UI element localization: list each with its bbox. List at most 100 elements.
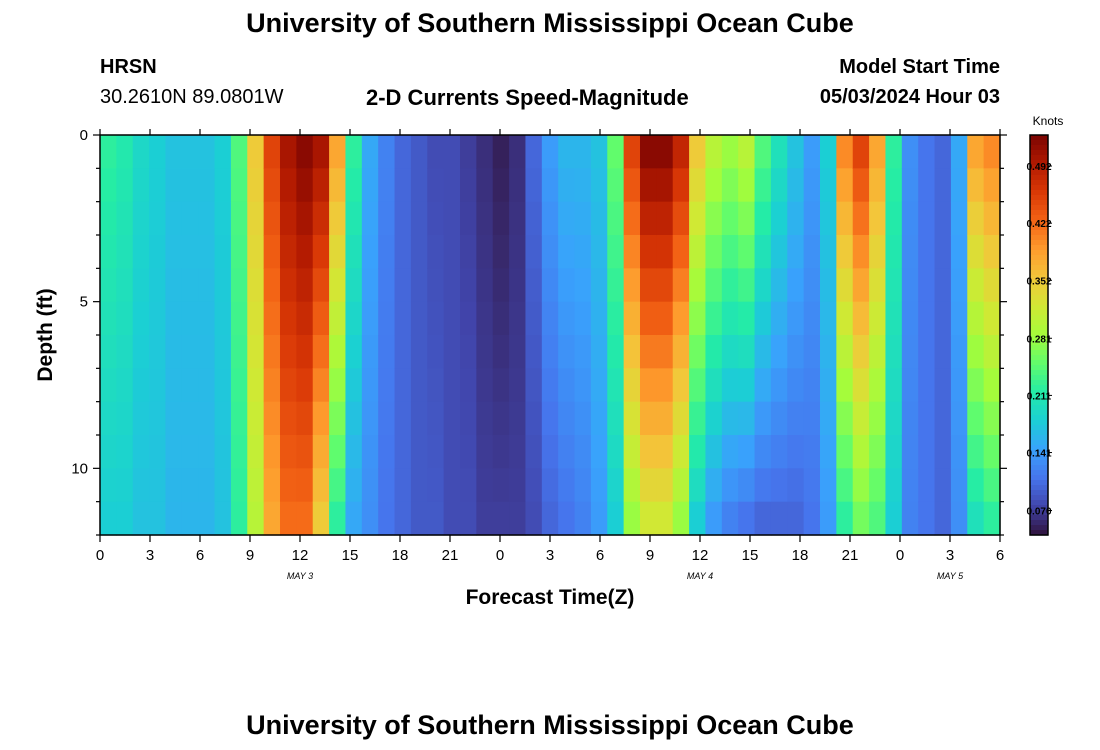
- heatmap-cell: [263, 235, 281, 269]
- heatmap-cell: [950, 335, 968, 369]
- heatmap-cell: [640, 235, 657, 269]
- colorbar-segment: [1030, 465, 1048, 471]
- heatmap-cell: [345, 201, 363, 236]
- colorbar-segment: [1030, 140, 1048, 146]
- heatmap-cell: [869, 135, 887, 169]
- heatmap-cell: [509, 168, 527, 203]
- heatmap-cell: [950, 201, 968, 236]
- heatmap-cell: [263, 468, 281, 503]
- heatmap-cell: [296, 368, 314, 403]
- heatmap-cell: [296, 335, 314, 369]
- colorbar-segment: [1030, 230, 1048, 236]
- heatmap-cell: [525, 168, 543, 203]
- heatmap-cell: [901, 468, 919, 503]
- heatmap-cell: [329, 201, 347, 236]
- heatmap-cell: [558, 501, 576, 536]
- heatmap-cell: [574, 468, 592, 503]
- heatmap-cell: [100, 435, 117, 469]
- heatmap-cell: [558, 268, 576, 303]
- heatmap-cell: [787, 501, 805, 536]
- heatmap-cell: [149, 335, 167, 369]
- heatmap-cell: [869, 435, 887, 469]
- heatmap-cell: [869, 368, 887, 403]
- heatmap-cell: [280, 235, 297, 269]
- heatmap-cell: [640, 135, 657, 169]
- heatmap-cell: [443, 468, 461, 503]
- heatmap-cell: [901, 268, 919, 303]
- heatmap-cell: [590, 468, 608, 503]
- heatmap-cell: [983, 168, 1001, 203]
- heatmap-cell: [803, 135, 821, 169]
- heatmap-cell: [132, 335, 150, 369]
- heatmap-cell: [181, 501, 199, 536]
- colorbar-segment: [1030, 190, 1048, 196]
- heatmap-cell: [525, 335, 543, 369]
- heatmap-cell: [590, 168, 608, 203]
- heatmap-cell: [590, 401, 608, 436]
- heatmap-cell: [656, 268, 674, 303]
- heatmap-cell: [230, 401, 248, 436]
- heatmap-cell: [263, 268, 281, 303]
- heatmap-cell: [918, 501, 936, 536]
- heatmap-cell: [705, 268, 723, 303]
- heatmap-cell: [509, 268, 527, 303]
- colorbar-segment: [1030, 135, 1048, 141]
- colorbar-frame: [1029, 134, 1049, 536]
- colorbar-tick-label: 0.492: [1026, 162, 1051, 173]
- heatmap-cell: [476, 301, 494, 336]
- heatmap-cell: [427, 268, 445, 303]
- heatmap-cell: [738, 168, 756, 203]
- heatmap-cell: [656, 135, 674, 169]
- x-tick-label: 6: [196, 547, 204, 564]
- heatmap-cell: [509, 301, 527, 336]
- heatmap-cell: [296, 201, 314, 236]
- heatmap-cell: [378, 235, 396, 269]
- heatmap-cell: [787, 335, 805, 369]
- heatmap-cell: [820, 501, 837, 536]
- heatmap-cell: [607, 501, 625, 536]
- heatmap-cell: [787, 168, 805, 203]
- heatmap-cell: [312, 468, 330, 503]
- heatmap-cell: [656, 501, 674, 536]
- heatmap-cell: [476, 435, 494, 469]
- heatmap-cell: [836, 135, 854, 169]
- heatmap-cell: [492, 368, 510, 403]
- heatmap-cell: [852, 268, 870, 303]
- heatmap-cell: [509, 435, 527, 469]
- heatmap-cell: [852, 301, 870, 336]
- heatmap-cell: [541, 168, 559, 203]
- heatmap-cell: [934, 168, 952, 203]
- heatmap-cell: [754, 468, 772, 503]
- heatmap-cell: [361, 268, 379, 303]
- heatmap-cell: [574, 235, 592, 269]
- heatmap-cell: [345, 135, 363, 169]
- colorbar-segment: [1030, 425, 1048, 431]
- heatmap-cell: [558, 235, 576, 269]
- heatmap-cell: [803, 501, 821, 536]
- heatmap-cell: [852, 135, 870, 169]
- colorbar-segment: [1030, 330, 1048, 336]
- heatmap-cell: [410, 368, 428, 403]
- heatmap-cell: [492, 468, 510, 503]
- heatmap-cell: [247, 435, 265, 469]
- heatmap-cell: [836, 335, 854, 369]
- heatmap-cell: [280, 501, 297, 536]
- colorbar-segment: [1030, 195, 1048, 201]
- heatmap-cell: [247, 368, 265, 403]
- current-speed-heatmap: 0 3 6 9 12 15 18 21 0 3 6 9 12 15 18 21 0 3 6 MAY 3 MAY 4 MAY…: [34, 114, 1063, 609]
- colorbar-segment: [1030, 225, 1048, 231]
- heatmap-cell: [460, 468, 477, 503]
- heatmap-cell: [116, 168, 134, 203]
- heatmap-cell: [427, 135, 445, 169]
- heatmap-cell: [590, 501, 608, 536]
- date-label: MAY 5: [937, 571, 964, 581]
- heatmap-cell: [836, 501, 854, 536]
- colorbar-segment: [1030, 200, 1048, 206]
- heatmap-cell: [263, 135, 281, 169]
- heatmap-cell: [967, 335, 985, 369]
- heatmap-cell: [378, 401, 396, 436]
- heatmap-cell: [116, 268, 134, 303]
- heatmap-cell: [476, 468, 494, 503]
- heatmap-cell: [230, 201, 248, 236]
- heatmap-cell: [149, 401, 167, 436]
